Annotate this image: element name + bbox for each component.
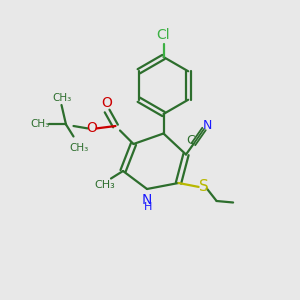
Text: CH₃: CH₃ (94, 179, 116, 190)
Text: O: O (86, 122, 97, 135)
Text: N: N (142, 194, 152, 207)
Text: C: C (187, 134, 196, 147)
Text: CH₃: CH₃ (30, 119, 50, 130)
Text: CH₃: CH₃ (69, 142, 88, 153)
Text: N: N (203, 119, 212, 132)
Text: H: H (144, 202, 153, 212)
Text: O: O (102, 96, 112, 110)
Text: CH₃: CH₃ (52, 93, 71, 103)
Text: S: S (199, 179, 209, 194)
Text: Cl: Cl (157, 28, 170, 42)
